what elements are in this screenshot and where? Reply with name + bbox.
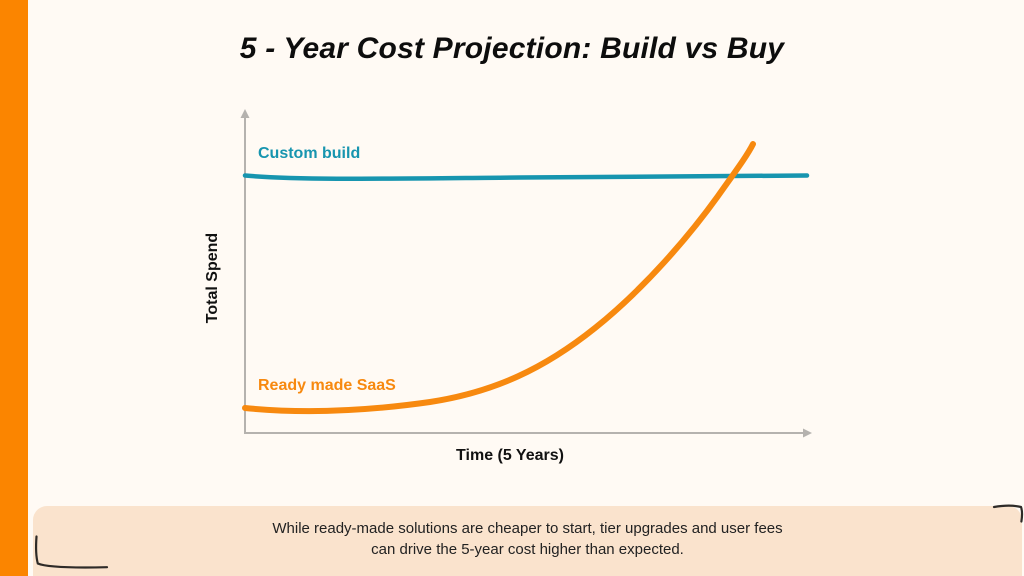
left-accent-bar (0, 0, 28, 576)
caption-box: While ready-made solutions are cheaper t… (33, 506, 1022, 576)
caption-line-2: can drive the 5-year cost higher than ex… (371, 541, 684, 558)
ready-made-saas-curve (242, 141, 756, 415)
series-label-ready-made-saas: Ready made SaaS (258, 377, 396, 394)
y-axis-arrow-icon (240, 109, 250, 118)
series-label-custom-build: Custom build (258, 145, 361, 162)
slide-title: 5 - Year Cost Projection: Build vs Buy (239, 32, 785, 65)
custom-build-line (242, 173, 810, 181)
y-axis-label: Total Spend (204, 232, 221, 324)
x-axis-label: Time (5 Years) (456, 447, 564, 464)
caption-line-1: While ready-made solutions are cheaper t… (272, 520, 783, 537)
x-axis-arrow-icon (803, 428, 812, 438)
